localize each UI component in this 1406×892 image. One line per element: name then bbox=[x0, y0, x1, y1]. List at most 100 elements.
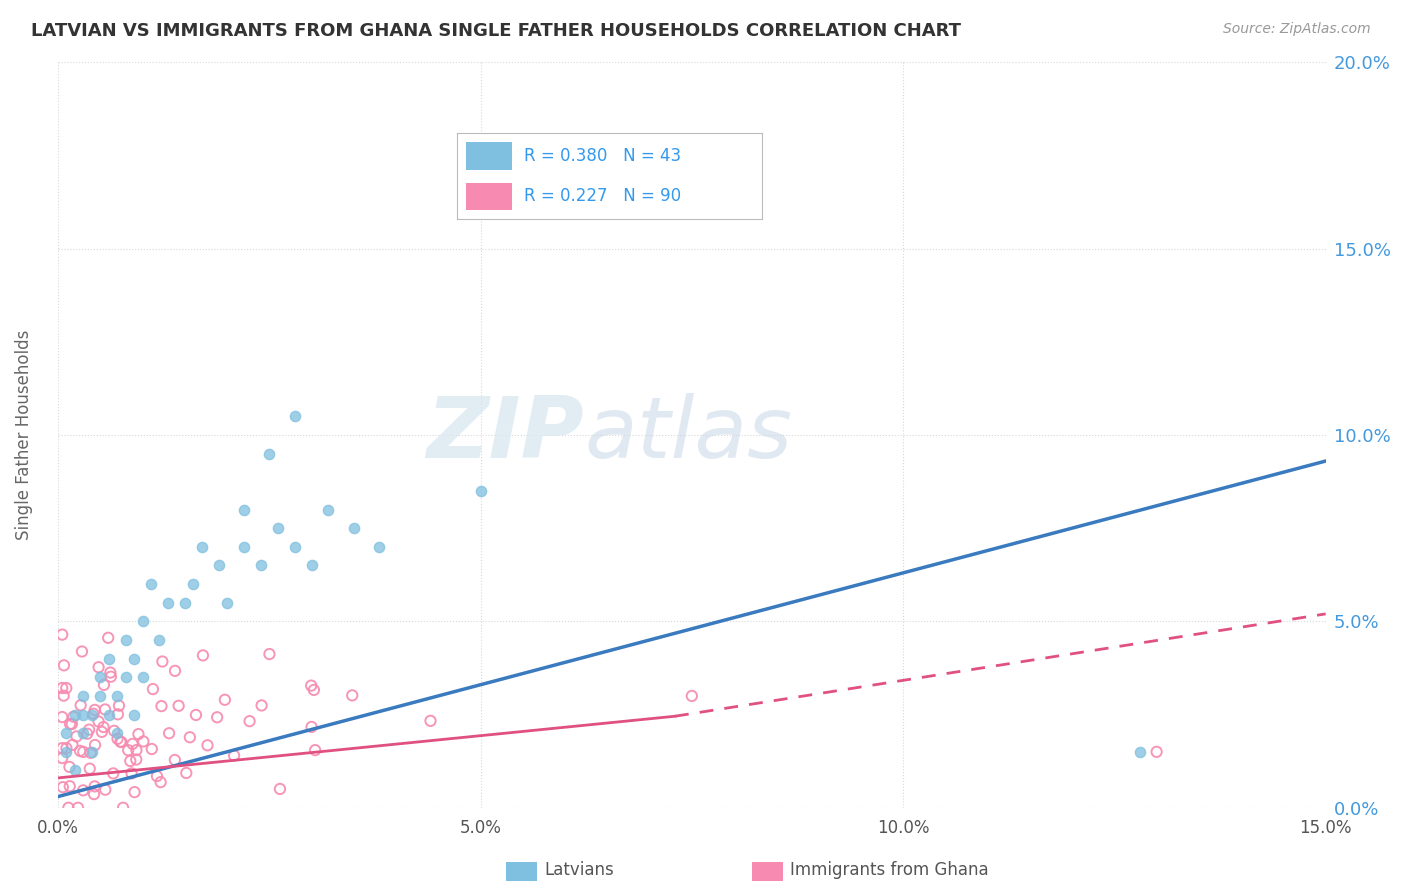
Point bbox=[59, 717, 82, 731]
Point bbox=[63, 707, 86, 722]
Point bbox=[107, 731, 129, 746]
Point bbox=[105, 726, 128, 740]
Point bbox=[58, 760, 80, 774]
Point bbox=[197, 739, 219, 753]
Point bbox=[72, 689, 94, 703]
Point bbox=[141, 742, 163, 756]
Point bbox=[301, 558, 323, 573]
Text: Immigrants from Ghana: Immigrants from Ghana bbox=[790, 861, 988, 879]
Y-axis label: Single Father Households: Single Father Households bbox=[15, 330, 32, 541]
Point bbox=[470, 193, 492, 207]
Point bbox=[63, 764, 86, 778]
Point bbox=[125, 752, 148, 766]
Point bbox=[87, 714, 110, 729]
Text: Latvians: Latvians bbox=[544, 861, 614, 879]
Point bbox=[69, 744, 91, 758]
Point bbox=[250, 698, 273, 713]
Point bbox=[79, 746, 101, 760]
Point bbox=[343, 521, 366, 535]
Point bbox=[157, 726, 180, 740]
Point bbox=[51, 751, 73, 765]
Point bbox=[90, 724, 112, 739]
Point bbox=[107, 707, 129, 722]
Point bbox=[80, 707, 103, 722]
Point bbox=[150, 699, 173, 714]
Point bbox=[55, 726, 77, 740]
Point bbox=[150, 655, 173, 669]
Point bbox=[52, 780, 75, 794]
Point bbox=[114, 670, 136, 684]
Point bbox=[83, 787, 105, 801]
Point bbox=[59, 779, 82, 793]
Point bbox=[58, 801, 80, 815]
Point bbox=[156, 596, 179, 610]
Point bbox=[55, 681, 77, 695]
Point bbox=[72, 726, 94, 740]
Point bbox=[284, 540, 307, 554]
Point bbox=[94, 782, 117, 797]
Point bbox=[190, 540, 212, 554]
Point bbox=[112, 801, 135, 815]
Point bbox=[55, 741, 77, 756]
Point bbox=[368, 540, 391, 554]
Point bbox=[299, 679, 322, 693]
Point bbox=[142, 682, 165, 697]
Point bbox=[89, 670, 111, 684]
Point bbox=[124, 785, 146, 799]
Point bbox=[122, 707, 145, 722]
Point bbox=[179, 731, 201, 745]
Point bbox=[191, 648, 214, 663]
Point bbox=[62, 709, 84, 723]
Point bbox=[77, 723, 100, 737]
Point bbox=[250, 558, 273, 573]
Point bbox=[94, 702, 117, 716]
Point bbox=[167, 698, 190, 713]
Point bbox=[146, 769, 169, 783]
Point bbox=[79, 762, 101, 776]
Point bbox=[259, 647, 281, 661]
Point bbox=[205, 710, 228, 724]
Point bbox=[83, 703, 105, 717]
Point bbox=[51, 681, 73, 695]
Point bbox=[110, 735, 132, 749]
Point bbox=[318, 502, 340, 516]
Point bbox=[163, 664, 186, 678]
Point bbox=[148, 632, 170, 647]
Text: LATVIAN VS IMMIGRANTS FROM GHANA SINGLE FATHER HOUSEHOLDS CORRELATION CHART: LATVIAN VS IMMIGRANTS FROM GHANA SINGLE … bbox=[31, 22, 960, 40]
Point bbox=[120, 754, 142, 768]
Point bbox=[132, 734, 155, 748]
Point bbox=[267, 521, 290, 535]
Point bbox=[55, 745, 77, 759]
Point bbox=[65, 730, 87, 744]
Point bbox=[302, 682, 325, 697]
Point bbox=[98, 665, 121, 680]
Point bbox=[222, 748, 245, 763]
Point bbox=[1129, 745, 1152, 759]
Point bbox=[62, 738, 84, 752]
Point bbox=[103, 766, 125, 780]
Point bbox=[72, 707, 94, 722]
Point bbox=[70, 644, 93, 658]
Point bbox=[83, 780, 105, 794]
Point bbox=[52, 689, 75, 703]
Point bbox=[181, 577, 204, 591]
Point bbox=[60, 717, 83, 731]
Point bbox=[232, 502, 254, 516]
Point bbox=[103, 723, 125, 738]
Point bbox=[51, 627, 73, 641]
Point bbox=[89, 689, 111, 703]
Point bbox=[215, 596, 238, 610]
Point bbox=[207, 558, 229, 573]
Point bbox=[97, 707, 120, 722]
Point bbox=[131, 670, 153, 684]
Point bbox=[127, 727, 149, 741]
Point bbox=[342, 689, 364, 703]
Point bbox=[232, 540, 254, 554]
Point bbox=[93, 678, 115, 692]
Point bbox=[100, 670, 122, 684]
Point bbox=[184, 708, 207, 723]
Point bbox=[259, 447, 281, 461]
Point bbox=[121, 766, 143, 780]
Point bbox=[52, 658, 75, 673]
Point bbox=[117, 743, 139, 757]
